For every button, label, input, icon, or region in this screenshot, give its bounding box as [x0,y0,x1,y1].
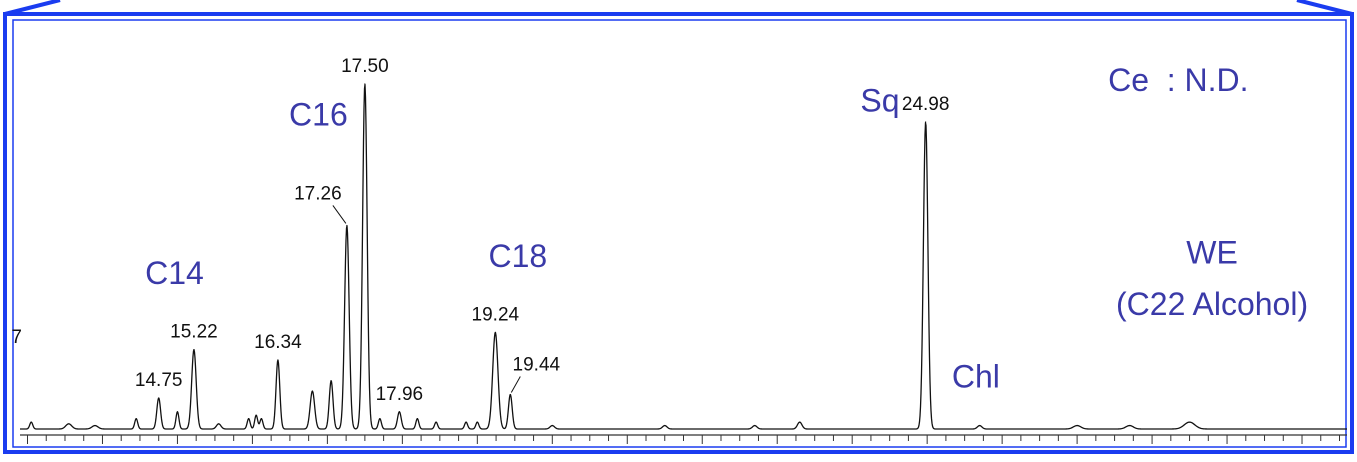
peak-apex [494,331,496,333]
compound-annotation: (C22 Alcohol) [1116,286,1308,322]
peak-apex [435,421,437,423]
peak-apex [476,421,478,423]
peak-apex [346,224,348,227]
compound-annotation: Chl [952,359,1000,395]
peak-apex [255,414,257,416]
peak-apex [193,349,195,351]
peak-apex [465,421,467,423]
peak-apex [260,418,263,420]
compound-annotation: Ce : N.D. [1108,62,1248,98]
peak-apex [509,393,511,396]
peak-apex [1076,424,1078,427]
peak-apex [754,424,756,427]
frame-corner-right [1296,0,1353,16]
peak-apex [311,390,313,392]
peak-apex [30,421,32,423]
peak-apex [330,380,332,382]
peak-label: 19.24 [472,304,520,325]
frame-inner [12,19,1347,448]
peak-apex [416,418,418,420]
peak-label: 17.26 [294,183,342,204]
peak-label: 14.75 [135,370,183,391]
peak-label: 24.98 [902,94,950,115]
peak-label-layer: 14.75 15.22 16.34 17.26 17.50 17.96 19.24 19.44… [135,56,950,405]
chromatogram-trace [19,83,1348,430]
peak-apex [218,423,220,425]
peak-label: 15.22 [170,322,218,343]
frame-outer [3,12,1354,454]
peak-label: 16.34 [254,332,302,353]
peak-label: 19.44 [513,355,561,376]
peak-apex [364,83,366,85]
compound-annotation: WE [1186,234,1238,270]
compound-annotation: C18 [488,238,547,274]
peak-apex [1128,424,1131,427]
annotation-layer: C14 C16 C18 Sq Chl WE (C22 Alcohol) Ce : N.D. [145,62,1308,395]
peak-apex [94,424,96,427]
trace-layer [19,83,1348,430]
frame-corner-left [4,0,61,16]
peak-apex [551,424,553,427]
peak-apex [176,411,179,413]
x-axis [20,434,1347,444]
peak-apex [398,411,400,413]
compound-annotation: C16 [289,96,348,132]
peak-apex [135,418,137,420]
peak-apex [925,121,927,123]
peak-apex [1188,421,1191,423]
compound-annotation: Sq [860,83,899,119]
peak-apex [664,424,666,427]
peak-label-leader [510,376,521,393]
peak-apex [979,424,981,427]
peak-apex [68,423,70,425]
peak-apex [248,418,250,420]
peak-label: 17.50 [341,56,389,77]
peak-apex [799,421,801,423]
peak-apex [277,359,279,361]
peak-label-leader [332,205,347,224]
peak-label: 17.96 [376,384,424,405]
frame-layer [3,0,1354,454]
peak-apex [379,418,381,420]
peak-apex [158,397,160,399]
clipped-left-label: 7 [11,327,22,348]
compound-annotation: C14 [145,255,204,291]
